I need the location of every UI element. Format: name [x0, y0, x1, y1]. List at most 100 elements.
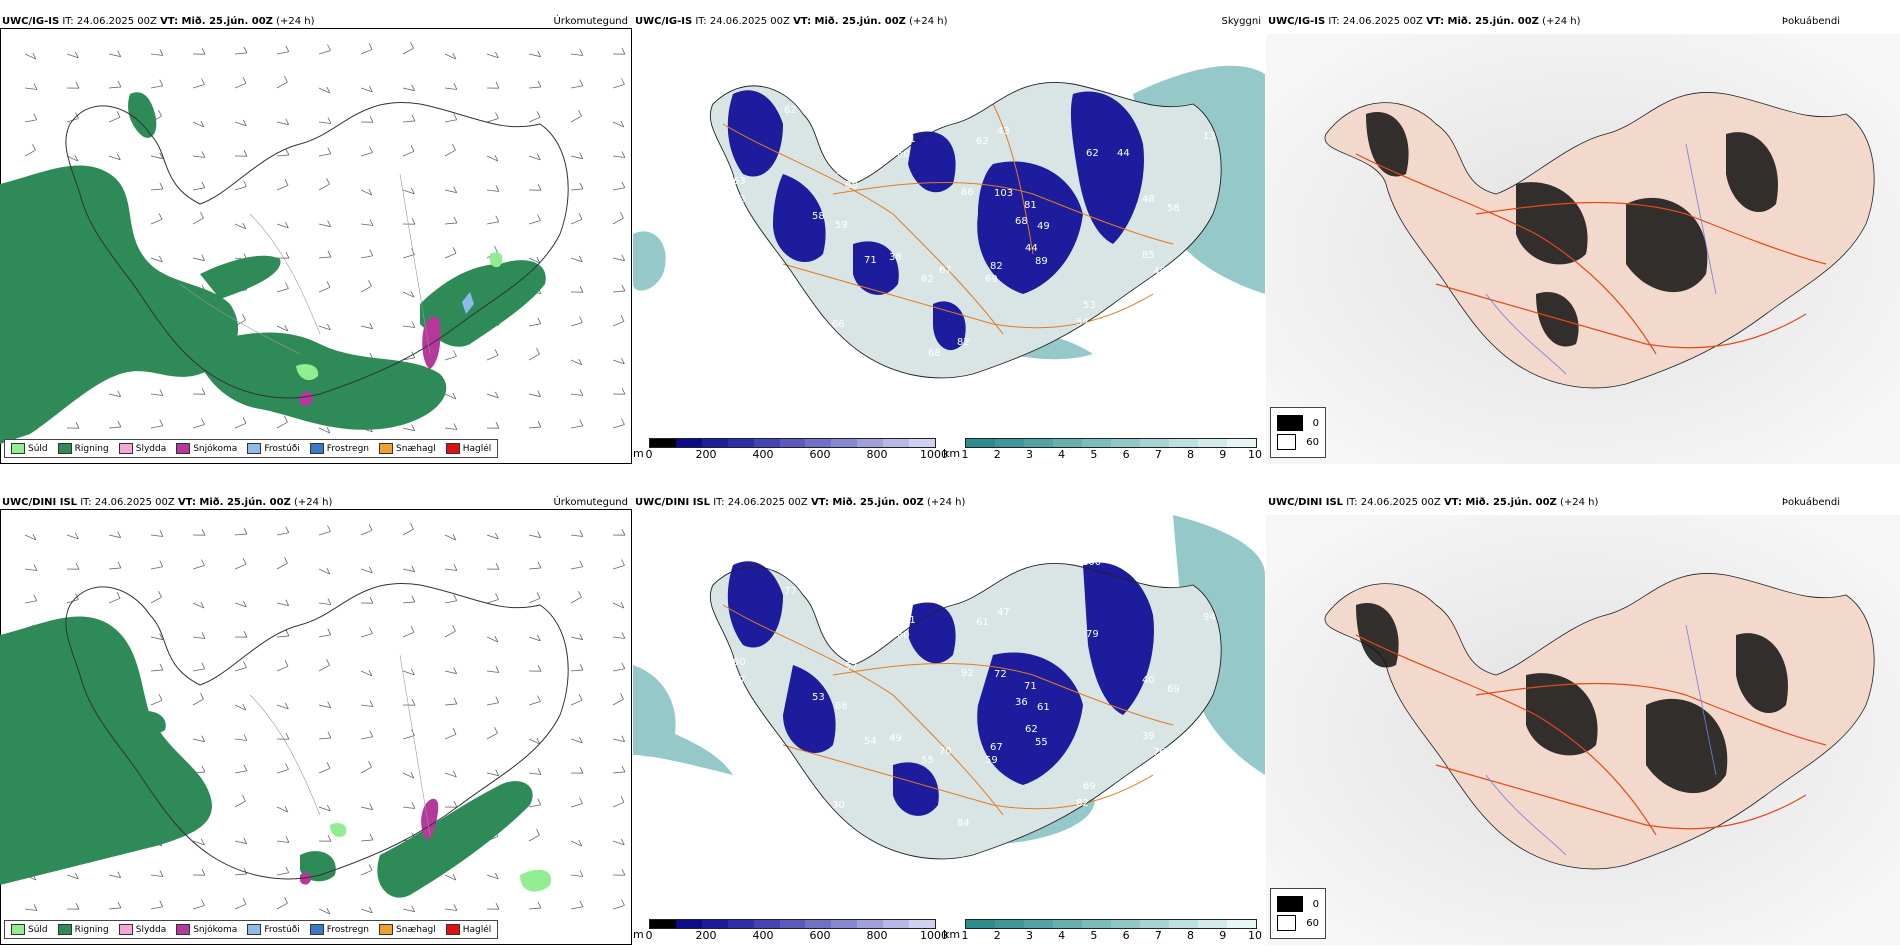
- legend-swatch: [176, 443, 191, 454]
- cloud-base-label: 76: [1153, 747, 1166, 758]
- cloud-base-label: 68: [1015, 216, 1028, 227]
- cloud-base-label: 62: [1025, 724, 1038, 735]
- legend-label: Súld: [28, 924, 48, 935]
- wind-barb: [24, 594, 38, 604]
- wind-barb: [192, 120, 205, 128]
- wind-barb: [528, 634, 541, 642]
- wind-barb: [612, 418, 625, 429]
- wind-barb: [276, 660, 289, 672]
- wind-barb: [402, 145, 415, 157]
- wind-barb: [234, 77, 247, 89]
- colorbar-swatch: [1024, 920, 1053, 928]
- header: UWC/IG-IS IT: 24.06.2025 00Z VT: Mið. 25…: [635, 16, 948, 27]
- panel-title: Skyggni: [1221, 16, 1261, 27]
- wind-barb: [528, 256, 541, 264]
- cloud-base-label: 55: [1035, 737, 1048, 748]
- legend-label: Frostregn: [326, 443, 370, 454]
- colorbar-tick-label: 7: [1154, 448, 1162, 461]
- visibility-colorbar: km 1 2 3 4 5 6 7 8 9 10: [943, 919, 1265, 942]
- colorbar-swatch: [1198, 439, 1227, 447]
- cloud-base-label: 81: [1024, 200, 1037, 211]
- wind-barb: [486, 769, 500, 777]
- wind-barb: [486, 666, 500, 673]
- wind-barb: [276, 629, 290, 638]
- colorbar-tick-label: 8: [1187, 929, 1195, 942]
- colorbar-tick-label: 600: [809, 929, 831, 942]
- cloud-base-label: 82: [990, 261, 1003, 272]
- wind-barb: [444, 113, 458, 123]
- cloud-base-colorbar: m 0 200 400 600 800 1000: [633, 438, 948, 461]
- wind-barb: [528, 317, 542, 327]
- wind-barb: [486, 903, 500, 910]
- wind-barb: [360, 833, 374, 842]
- wind-barb: [150, 419, 164, 429]
- cloud-base-label: 100: [1082, 557, 1101, 568]
- wind-barb: [66, 903, 80, 910]
- wind-barb: [192, 48, 206, 55]
- wind-barb: [360, 627, 373, 638]
- wind-barb: [276, 599, 290, 607]
- wind-barb: [318, 117, 332, 124]
- wind-barb: [612, 601, 625, 609]
- wind-barb: [318, 762, 331, 774]
- wind-barb: [612, 869, 626, 876]
- wind-barb: [612, 357, 625, 365]
- cloud-base-label: 62: [1086, 148, 1099, 159]
- colorbar-swatch: [883, 439, 910, 447]
- wind-barb: [318, 178, 330, 191]
- wind-barb: [528, 737, 541, 745]
- drizzle-areas: [330, 823, 551, 892]
- colorbar-swatch: [1169, 439, 1198, 447]
- cloud-base-label: 71: [1024, 681, 1037, 692]
- wind-barb: [612, 212, 624, 225]
- wind-barb: [486, 563, 500, 570]
- legend-label: Slydda: [135, 443, 167, 454]
- cloud-base-label: 40: [1142, 675, 1155, 686]
- header: UWC/DINI ISL IT: 24.06.2025 00Z VT: Mið.…: [635, 497, 966, 508]
- legend-swatch: [309, 924, 324, 935]
- wind-barb: [108, 390, 122, 398]
- wind-barb: [24, 83, 38, 90]
- rivers: [1485, 624, 1717, 856]
- wind-barb: [192, 899, 205, 910]
- wind-barb: [234, 558, 247, 570]
- coastline: [709, 563, 1222, 860]
- panel-cloud-row2: UWC/DINI ISL IT: 24.06.2025 00Z VT: Mið.…: [633, 495, 1265, 945]
- wind-barb: [108, 420, 122, 429]
- wind-barb: [276, 45, 290, 55]
- colorbar-swatch: [857, 439, 884, 447]
- wind-barb: [24, 533, 37, 541]
- wind-barb: [192, 418, 205, 429]
- colorbar-swatch: [1053, 439, 1082, 447]
- colorbar-swatch: [966, 439, 995, 447]
- colorbar-tick-label: 800: [866, 448, 888, 461]
- wind-barb: [108, 561, 122, 570]
- roads: [722, 103, 1174, 335]
- wind-barb: [612, 315, 625, 327]
- wind-barb: [276, 836, 290, 843]
- colorbar-tick-label: 8: [1187, 448, 1195, 461]
- colorbar-tick-label: 800: [866, 929, 888, 942]
- wind-barb: [276, 702, 289, 710]
- legend-label: Slydda: [135, 924, 167, 935]
- wind-barb: [570, 110, 582, 123]
- colorbar-swatch: [727, 920, 754, 928]
- wind-barb: [318, 220, 332, 228]
- wind-barb: [402, 595, 416, 604]
- wind-barb: [192, 693, 204, 706]
- wind-barb: [612, 254, 626, 262]
- cloud-base-label: 85: [1142, 250, 1155, 261]
- cloud-map: 68 38 62 53 53 13 67 60 85 45 39 82 88 48 66 66 44 59 62 82…: [633, 65, 1265, 379]
- legend-item: Súld: [11, 443, 48, 454]
- fog-index-areas: [1366, 112, 1778, 347]
- wind-barb: [528, 50, 542, 58]
- cloud-base-label: 51: [903, 615, 916, 626]
- colorbar-swatch: [1227, 439, 1256, 447]
- cloud-base-label: 77: [784, 586, 797, 597]
- colorbar-tick-label: 1: [961, 929, 969, 942]
- roads: [1355, 634, 1827, 836]
- colorbar-tick-label: 4: [1058, 929, 1066, 942]
- wind-barb: [360, 85, 373, 93]
- colorbar-swatch: [701, 439, 728, 447]
- wind-barb: [528, 561, 542, 570]
